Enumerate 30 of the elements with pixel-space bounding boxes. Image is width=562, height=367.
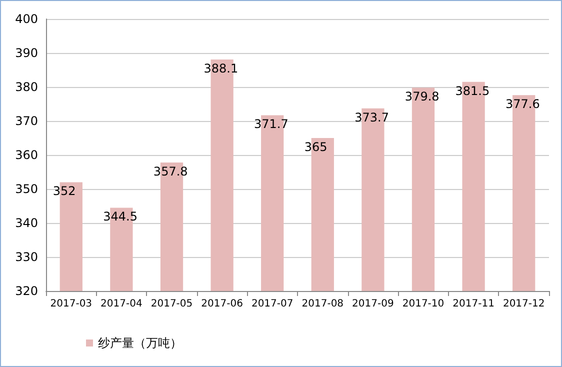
data-label: 379.8 <box>404 90 440 104</box>
data-label: 373.7 <box>354 110 389 124</box>
data-label: 388.1 <box>204 61 238 76</box>
y-tick-label: 380 <box>15 80 38 94</box>
y-tick-label: 400 <box>15 12 38 26</box>
x-tick-label: 2017-10 <box>402 298 444 310</box>
x-tick-label: 2017-04 <box>100 298 142 310</box>
data-label: 365 <box>304 140 328 154</box>
x-tick-label: 2017-12 <box>502 298 545 310</box>
data-label: 381.5 <box>455 84 490 98</box>
y-tick-label: 390 <box>15 46 38 60</box>
data-label: 357.8 <box>153 164 188 178</box>
y-tick-label: 370 <box>15 114 38 128</box>
data-label: 344.5 <box>103 210 138 224</box>
x-tick-label: 2017-06 <box>201 298 243 310</box>
data-label: 377.6 <box>506 97 540 112</box>
x-tick-label: 2017-08 <box>302 298 344 310</box>
x-tick-label: 2017-05 <box>150 298 193 310</box>
y-tick-label: 360 <box>15 148 38 162</box>
x-tick-label: 2017-07 <box>251 298 294 310</box>
data-label: 352 <box>52 184 76 198</box>
x-tick-label: 2017-03 <box>50 298 92 310</box>
x-tick-label: 2017-09 <box>352 298 394 310</box>
y-tick-label: 340 <box>15 216 38 230</box>
x-tick-label: 2017-11 <box>452 298 494 310</box>
y-tick-label: 330 <box>15 250 38 264</box>
data-label: 371.7 <box>254 117 288 132</box>
legend-label: 纱产量（万吨） <box>98 336 182 350</box>
y-tick-label: 350 <box>15 182 38 196</box>
y-tick-label: 320 <box>15 284 38 298</box>
